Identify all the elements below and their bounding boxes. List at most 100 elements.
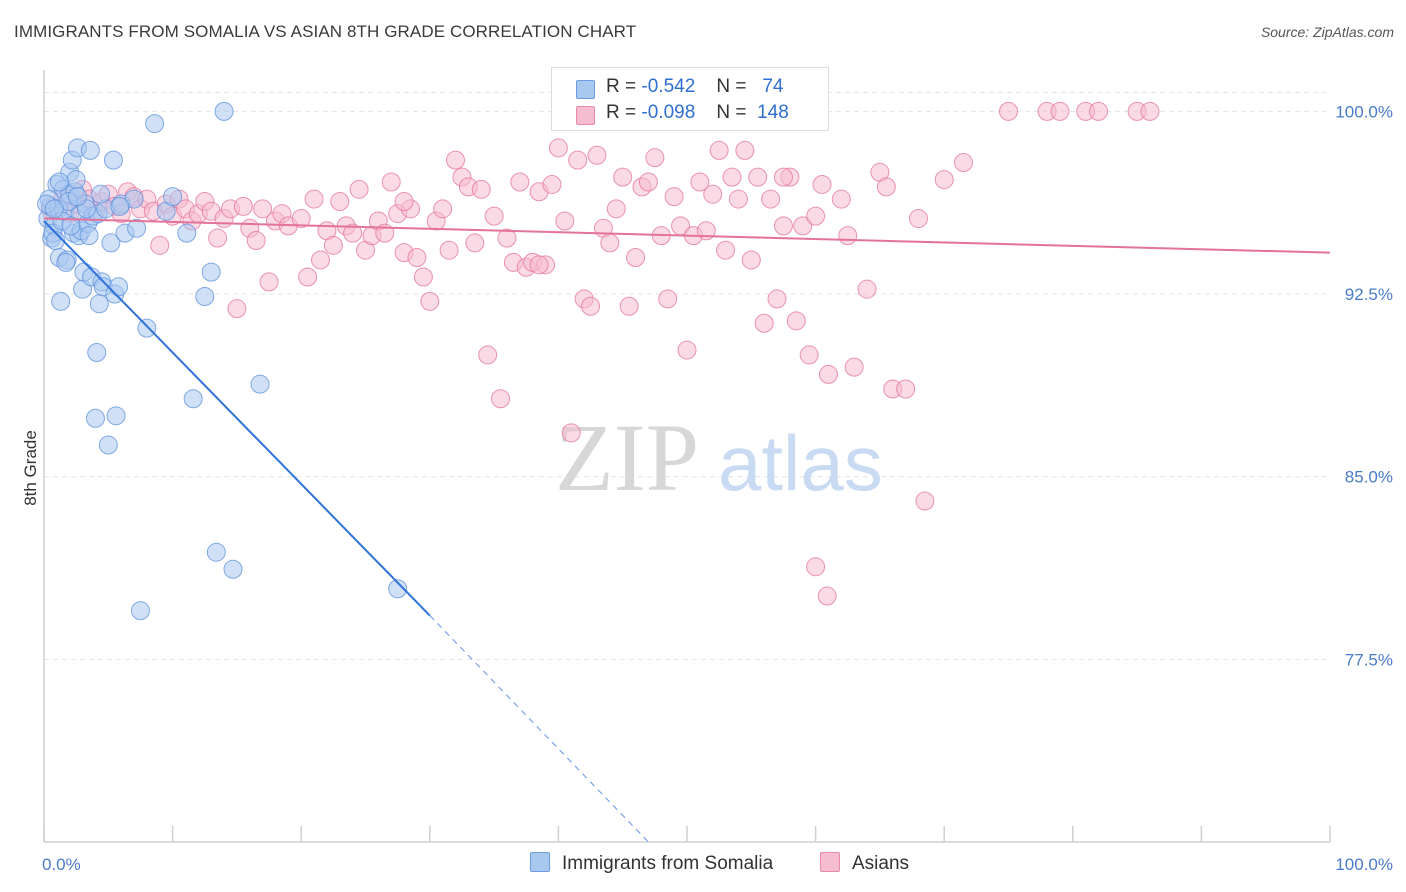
- asians-point: [208, 228, 228, 248]
- somalia-point: [206, 542, 226, 562]
- somalia-point: [163, 187, 183, 207]
- somalia-point: [67, 187, 87, 207]
- asians-point: [754, 313, 774, 333]
- asians-point: [542, 174, 562, 194]
- somalia-point: [137, 318, 157, 338]
- somalia-point: [214, 101, 234, 121]
- somalia-point: [56, 252, 76, 272]
- asians-point: [741, 250, 761, 270]
- bottom-legend-swatch-somalia: [530, 852, 550, 872]
- asians-point: [323, 235, 343, 255]
- legend-swatch-asians: [576, 106, 595, 125]
- somalia-point: [49, 172, 69, 192]
- somalia-point: [388, 579, 408, 599]
- asians-point: [606, 199, 626, 219]
- y-tick-label: 85.0%: [1345, 468, 1393, 487]
- asians-point: [857, 279, 877, 299]
- asians-point: [330, 192, 350, 212]
- asians-point: [728, 189, 748, 209]
- asians-point: [818, 364, 838, 384]
- asians-point: [291, 209, 311, 229]
- asians-point: [806, 206, 826, 226]
- asians-point: [953, 153, 973, 173]
- somalia-trend-line: [43, 220, 431, 617]
- somalia-point: [44, 199, 64, 219]
- asians-point: [478, 345, 498, 365]
- legend-stats-somalia: R = -0.542 N = 74: [606, 76, 784, 97]
- asians-point: [812, 174, 832, 194]
- somalia-point: [61, 216, 81, 236]
- asians-point: [555, 211, 575, 231]
- asians-point: [748, 167, 768, 187]
- asians-point: [613, 167, 633, 187]
- bottom-legend-label-asians: Asians: [852, 853, 910, 874]
- somalia-point: [223, 559, 243, 579]
- somalia-point: [195, 286, 215, 306]
- asians-point: [259, 272, 279, 292]
- x-tick-label: 100.0%: [1335, 855, 1393, 874]
- asians-point: [767, 289, 787, 309]
- asians-point: [581, 296, 601, 316]
- asians-point: [703, 184, 723, 204]
- asians-point: [645, 148, 665, 168]
- x-tick-labels: 0.0% 100.0%: [42, 855, 1393, 874]
- watermark: ZIP atlas: [555, 404, 883, 511]
- asians-point: [413, 267, 433, 287]
- asians-point: [1050, 101, 1070, 121]
- asians-point: [638, 172, 658, 192]
- bottom-legend-label-somalia: Immigrants from Somalia: [562, 853, 774, 874]
- asians-point: [298, 267, 318, 287]
- y-axis-label: 8th Grade: [21, 430, 40, 506]
- asians-point: [1089, 101, 1109, 121]
- bottom-legend-asians: Asians: [820, 852, 909, 876]
- asians-trend-line: [43, 217, 1331, 254]
- somalia-point: [89, 294, 109, 314]
- trend-lines: [43, 217, 1331, 843]
- somalia-point: [183, 389, 203, 409]
- watermark-zip: ZIP: [555, 404, 699, 511]
- asians-point: [484, 206, 504, 226]
- asians-point: [446, 150, 466, 170]
- somalia-point: [145, 114, 165, 134]
- asians-point: [491, 389, 511, 409]
- y-tick-label: 92.5%: [1345, 285, 1393, 304]
- asians-point: [227, 299, 247, 319]
- asians-point: [908, 209, 928, 229]
- legend-swatch-somalia: [576, 80, 595, 99]
- somalia-point: [106, 406, 126, 426]
- bottom-legend-somalia: Immigrants from Somalia: [530, 852, 773, 876]
- asians-point: [722, 167, 742, 187]
- asians-point: [690, 172, 710, 192]
- asians-point: [716, 240, 736, 260]
- legend-stats-asians: R = -0.098 N = 148: [606, 102, 789, 123]
- asians-point: [548, 138, 568, 158]
- source-label: Source: ZipAtlas.com: [1260, 24, 1394, 40]
- somalia-point: [177, 223, 197, 243]
- asians-point: [677, 340, 697, 360]
- somalia-point: [109, 277, 129, 297]
- asians-point: [806, 557, 826, 577]
- asians-point: [664, 187, 684, 207]
- somalia-trend-extension: [429, 615, 649, 843]
- asians-point: [343, 223, 363, 243]
- asians-point: [600, 233, 620, 253]
- somalia-point: [101, 233, 121, 253]
- asians-point: [246, 230, 266, 250]
- asians-point: [510, 172, 530, 192]
- asians-point: [561, 423, 581, 443]
- somalia-point: [66, 170, 86, 190]
- somalia-point: [127, 218, 147, 238]
- somalia-point: [87, 342, 107, 362]
- series-somalia-points: [37, 101, 408, 621]
- asians-point: [838, 226, 858, 246]
- asians-point: [529, 255, 549, 275]
- asians-point: [786, 311, 806, 331]
- asians-point: [626, 248, 646, 268]
- somalia-point: [110, 196, 130, 216]
- asians-point: [934, 170, 954, 190]
- asians-point: [999, 101, 1018, 121]
- correlation-legend: R = -0.542 N = 74 R = -0.098 N = 148: [551, 67, 829, 131]
- asians-point: [587, 145, 607, 165]
- bottom-legend-swatch-asians: [820, 852, 840, 872]
